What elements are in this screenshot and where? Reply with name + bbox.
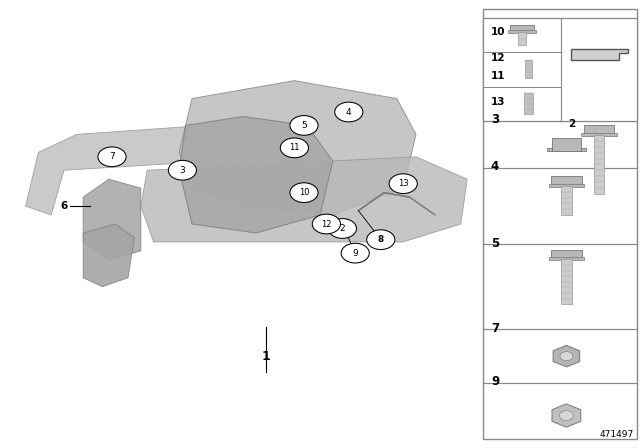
Circle shape	[389, 174, 417, 194]
Circle shape	[98, 147, 126, 167]
Circle shape	[168, 160, 196, 180]
Bar	[525, 93, 533, 115]
Text: 471497: 471497	[599, 430, 634, 439]
Text: 6: 6	[60, 201, 67, 211]
Text: 13: 13	[398, 179, 408, 188]
Polygon shape	[179, 116, 333, 233]
Circle shape	[290, 116, 318, 135]
Circle shape	[367, 230, 395, 250]
Circle shape	[560, 352, 573, 361]
Text: 5: 5	[491, 237, 499, 250]
Text: 12: 12	[321, 220, 332, 228]
Circle shape	[335, 102, 363, 122]
Text: 7: 7	[109, 152, 115, 161]
Bar	[508, 30, 536, 33]
Text: 13: 13	[491, 97, 506, 107]
Text: 4: 4	[346, 108, 351, 116]
Polygon shape	[141, 157, 467, 242]
Text: 9: 9	[491, 375, 499, 388]
Circle shape	[559, 411, 573, 420]
Text: 9: 9	[353, 249, 358, 258]
Polygon shape	[552, 404, 581, 427]
Bar	[594, 135, 604, 194]
Bar	[518, 32, 527, 46]
Text: 3: 3	[491, 113, 499, 126]
Bar	[581, 133, 617, 136]
Polygon shape	[83, 179, 141, 260]
Bar	[0, 9, 483, 439]
Circle shape	[341, 243, 369, 263]
Polygon shape	[179, 81, 416, 215]
Bar	[525, 60, 532, 78]
Bar	[547, 148, 586, 151]
Bar	[584, 125, 614, 135]
Text: 11: 11	[289, 143, 300, 152]
Polygon shape	[26, 125, 224, 215]
Text: 12: 12	[491, 53, 506, 63]
Circle shape	[290, 183, 318, 202]
Text: 2: 2	[568, 119, 575, 129]
Text: 10: 10	[299, 188, 309, 197]
Bar	[548, 257, 584, 260]
Text: 8: 8	[378, 235, 384, 244]
Text: 11: 11	[491, 71, 506, 81]
Text: 7: 7	[491, 322, 499, 335]
Circle shape	[280, 138, 308, 158]
Text: 4: 4	[491, 160, 499, 173]
Polygon shape	[83, 224, 134, 287]
Text: 3: 3	[180, 166, 185, 175]
Bar	[552, 138, 581, 151]
Circle shape	[328, 219, 356, 238]
Text: 10: 10	[491, 27, 506, 38]
Bar	[551, 250, 582, 259]
Bar	[483, 9, 637, 439]
Bar	[561, 259, 572, 304]
Polygon shape	[571, 49, 628, 60]
Bar	[561, 186, 572, 215]
Polygon shape	[553, 345, 580, 367]
Circle shape	[312, 214, 340, 234]
Bar	[548, 184, 584, 187]
Text: 5: 5	[301, 121, 307, 130]
Bar	[483, 18, 637, 121]
Text: 1: 1	[261, 350, 270, 363]
Bar	[551, 176, 582, 186]
Bar	[510, 25, 534, 32]
Text: 2: 2	[340, 224, 345, 233]
